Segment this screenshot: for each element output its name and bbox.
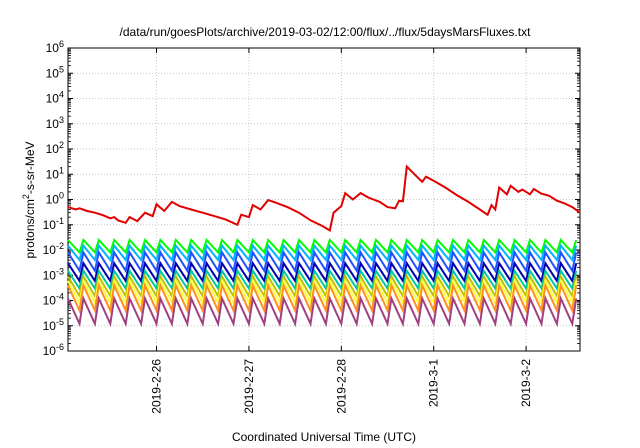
series-line-3 <box>67 249 578 274</box>
x-tick-label: 2019-3-2 <box>519 359 533 407</box>
series-line-0 <box>67 164 581 232</box>
y-tick-label: 10-6 <box>43 342 64 358</box>
series-line-9 <box>67 295 578 328</box>
series-line-1 <box>67 238 578 255</box>
series-line-6 <box>67 273 578 299</box>
series-line-4 <box>67 260 578 284</box>
x-tick-label: 2019-2-26 <box>150 359 164 414</box>
y-tick-label: 104 <box>46 90 64 106</box>
series-lines <box>67 164 581 328</box>
series-line-2 <box>67 243 578 263</box>
x-tick-label: 2019-3-1 <box>427 359 441 407</box>
y-tick-label: 10-1 <box>43 216 64 232</box>
y-tick-label: 103 <box>46 115 64 131</box>
series-line-8 <box>67 281 578 314</box>
chart-title: /data/run/goesPlots/archive/2019-03-02/1… <box>120 25 532 39</box>
y-axis-label-suffix: -s-sr-MeV <box>23 141 37 194</box>
y-tick-label: 10-2 <box>43 241 64 257</box>
y-tick-label: 100 <box>46 191 64 207</box>
y-tick-label: 106 <box>46 39 64 55</box>
y-axis-label: protons/cm2-s-sr-MeV <box>21 141 37 258</box>
y-tick-label: 102 <box>46 140 64 156</box>
y-axis-ticks: 106 105 104 103 102 101 100 10-1 10-2 10-3 10-4 10-… <box>43 39 580 358</box>
y-tick-label: 101 <box>46 165 64 181</box>
y-tick-label: 105 <box>46 64 64 80</box>
x-axis-label: Coordinated Universal Time (UTC) <box>232 430 416 444</box>
y-tick-label: 10-5 <box>43 317 64 333</box>
series-line-7 <box>67 277 578 306</box>
x-tick-label: 2019-2-27 <box>242 359 256 414</box>
series-line-5 <box>67 268 578 292</box>
x-axis-ticks: 2019-2-26 2019-2-27 2019-2-28 2019-3-1 2019-… <box>150 48 533 414</box>
y-tick-label: 10-3 <box>43 266 64 282</box>
y-tick-label: 10-4 <box>43 292 64 308</box>
x-tick-label: 2019-2-28 <box>334 359 348 414</box>
y-axis-label-superscript: 2 <box>21 194 31 199</box>
y-axis-label-prefix: protons/cm <box>23 199 37 258</box>
